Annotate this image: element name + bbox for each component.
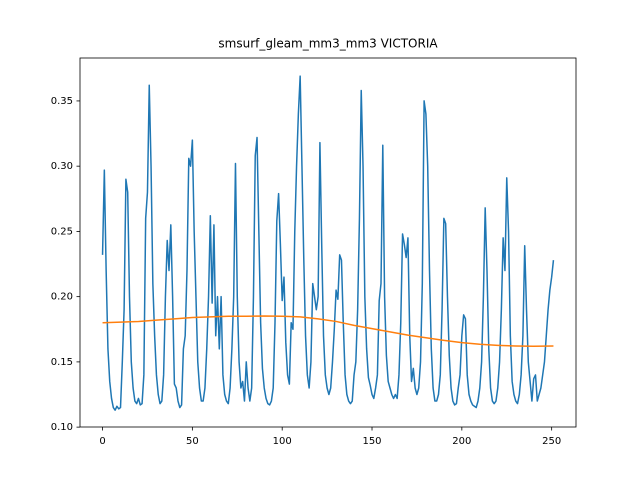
x-tick-label: 0 xyxy=(99,436,105,447)
y-tick-label: 0.35 xyxy=(51,96,73,107)
y-tick-label: 0.30 xyxy=(51,161,73,172)
data-line xyxy=(102,315,554,347)
y-tick-label: 0.10 xyxy=(51,422,73,433)
y-tick-label: 0.20 xyxy=(51,292,73,303)
chart-title: smsurf_gleam_mm3_mm3 VICTORIA xyxy=(218,37,438,51)
x-tick-label: 100 xyxy=(273,436,292,447)
y-tick-label: 0.15 xyxy=(51,357,73,368)
y-tick-label: 0.25 xyxy=(51,226,73,237)
x-tick-label: 150 xyxy=(362,436,381,447)
x-tick-label: 250 xyxy=(542,436,561,447)
x-tick-label: 200 xyxy=(452,436,471,447)
data-line xyxy=(101,75,555,411)
plot-frame xyxy=(79,57,577,428)
x-tick-label: 50 xyxy=(186,436,199,447)
